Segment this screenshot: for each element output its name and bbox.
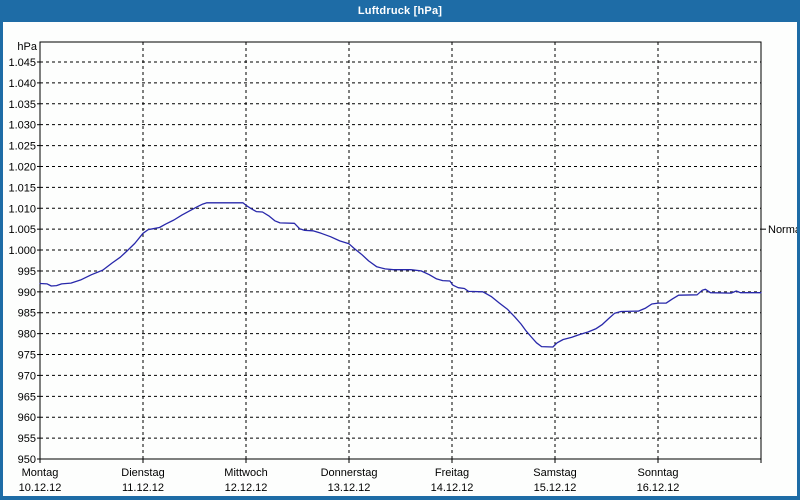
y-tick-label: 970 (18, 370, 36, 382)
window-title: Luftdruck [hPa] (357, 5, 443, 17)
day-label: Sonntag (638, 467, 679, 479)
y-tick-label: 1.040 (8, 78, 36, 90)
date-label: 14.12.12 (431, 482, 474, 494)
y-tick-label: 960 (18, 412, 36, 424)
y-tick-label: 1.015 (8, 182, 36, 194)
y-tick-label: 980 (18, 329, 36, 341)
y-tick-label: 1.035 (8, 99, 36, 111)
day-label: Dienstag (121, 467, 164, 479)
date-label: 11.12.12 (122, 482, 164, 494)
date-label: 10.12.12 (19, 482, 62, 494)
day-label: Donnerstag (321, 467, 378, 479)
y-tick-label: 1.045 (8, 57, 36, 69)
date-label: 16.12.12 (637, 482, 680, 494)
date-label: 13.12.12 (328, 482, 371, 494)
pressure-curve (39, 202, 762, 348)
y-tick-label: 1.005 (8, 224, 36, 236)
y-tick-label: 975 (18, 350, 36, 362)
y-tick-label: 965 (18, 391, 36, 403)
y-tick-label: 1.010 (8, 203, 36, 215)
y-tick-label: 990 (18, 287, 36, 299)
y-tick-label: 1.025 (8, 141, 36, 153)
window-border-bottom (0, 496, 800, 500)
window-border-left (0, 22, 3, 500)
normal-label: Normal (768, 224, 800, 236)
y-axis-unit-label: hPa (17, 41, 37, 53)
y-tick-label: 995 (18, 266, 36, 278)
y-tick-label: 955 (18, 433, 36, 445)
pressure-line-chart: hPa 1.045 1.040 1.035 1.030 1.025 1.020 1.015 1.… (8, 41, 800, 494)
window-border-right (797, 22, 800, 500)
y-tick-label: 1.000 (8, 245, 36, 257)
y-tick-label: 1.020 (8, 161, 36, 173)
titlebar: Luftdruck [hPa] (0, 0, 800, 22)
plot-border (39, 41, 762, 460)
day-label: Samstag (533, 467, 576, 479)
y-tick-label: 1.030 (8, 120, 36, 132)
date-label: 15.12.12 (534, 482, 577, 494)
date-label: 12.12.12 (225, 482, 268, 494)
day-label: Mittwoch (224, 467, 267, 479)
y-tick-label: 950 (18, 454, 36, 466)
y-tick-label: 985 (18, 308, 36, 320)
day-label: Montag (22, 467, 59, 479)
day-label: Freitag (435, 467, 469, 479)
